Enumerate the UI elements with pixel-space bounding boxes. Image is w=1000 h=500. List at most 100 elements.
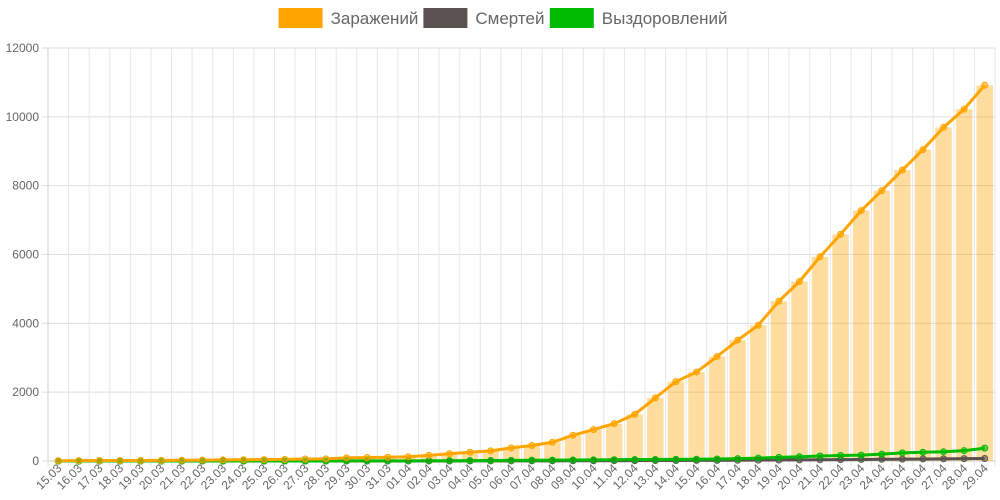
data-point-series-2[interactable]: [651, 455, 659, 463]
data-point-series-0[interactable]: [590, 426, 598, 434]
data-point-series-2[interactable]: [734, 455, 742, 463]
data-point-series-2[interactable]: [548, 456, 556, 464]
data-point-series-0[interactable]: [940, 123, 948, 131]
data-point-series-0[interactable]: [960, 105, 968, 113]
data-point-series-2[interactable]: [590, 456, 598, 464]
data-point-series-0[interactable]: [260, 456, 268, 464]
data-point-series-0[interactable]: [487, 447, 495, 455]
y-axis: 0 2000 4000 6000 8000 10000 12000: [6, 41, 49, 468]
data-point-series-2[interactable]: [857, 451, 865, 459]
data-point-series-2[interactable]: [919, 448, 927, 456]
bar-infections: [667, 381, 685, 461]
data-point-series-0[interactable]: [466, 448, 474, 456]
data-point-series-2[interactable]: [775, 453, 783, 461]
data-point-series-1[interactable]: [919, 455, 927, 463]
data-point-series-2[interactable]: [816, 452, 824, 460]
legend-item[interactable]: Выздоровлений: [549, 8, 728, 28]
data-point-series-0[interactable]: [219, 456, 227, 464]
data-point-series-0[interactable]: [981, 81, 989, 89]
data-point-series-0[interactable]: [54, 457, 62, 465]
data-point-series-0[interactable]: [198, 456, 206, 464]
y-tick-label: 12000: [6, 41, 40, 55]
data-point-series-0[interactable]: [569, 431, 577, 439]
series-points[interactable]: [54, 81, 989, 465]
legend[interactable]: Заражений Смертей Выздоровлений: [278, 8, 728, 28]
data-point-series-1[interactable]: [981, 454, 989, 462]
data-point-series-0[interactable]: [75, 457, 83, 465]
data-point-series-0[interactable]: [445, 450, 453, 458]
data-point-series-0[interactable]: [837, 230, 845, 238]
data-point-series-0[interactable]: [754, 321, 762, 329]
legend-item[interactable]: Заражений: [278, 8, 419, 28]
data-point-series-0[interactable]: [631, 410, 639, 418]
data-point-series-0[interactable]: [281, 455, 289, 463]
data-point-series-0[interactable]: [343, 454, 351, 462]
data-point-series-2[interactable]: [795, 453, 803, 461]
data-point-series-0[interactable]: [651, 394, 659, 402]
data-point-series-1[interactable]: [898, 455, 906, 463]
bar-infections: [873, 190, 891, 461]
data-point-series-0[interactable]: [734, 336, 742, 344]
data-point-series-0[interactable]: [672, 378, 680, 386]
data-point-series-0[interactable]: [878, 187, 886, 195]
y-tick-label: 6000: [12, 248, 39, 262]
data-point-series-2[interactable]: [466, 457, 474, 465]
legend-swatch: [278, 8, 323, 28]
data-point-series-0[interactable]: [137, 456, 145, 464]
y-tick-label: 10000: [6, 110, 40, 124]
bar-infections: [976, 85, 993, 461]
data-point-series-0[interactable]: [322, 455, 330, 463]
data-point-series-2[interactable]: [487, 457, 495, 465]
data-point-series-0[interactable]: [775, 297, 783, 305]
data-point-series-0[interactable]: [528, 442, 536, 450]
bar-infections: [791, 281, 808, 461]
data-point-series-1[interactable]: [960, 455, 968, 463]
data-point-series-0[interactable]: [713, 353, 721, 361]
data-point-series-0[interactable]: [240, 456, 248, 464]
data-point-series-2[interactable]: [692, 455, 700, 463]
data-point-series-0[interactable]: [404, 453, 412, 461]
data-point-series-0[interactable]: [548, 438, 556, 446]
bar-infections: [832, 234, 849, 461]
data-point-series-0[interactable]: [95, 457, 103, 465]
data-point-series-2[interactable]: [940, 448, 948, 456]
data-point-series-2[interactable]: [672, 455, 680, 463]
data-point-series-0[interactable]: [301, 455, 309, 463]
bar-infections: [482, 450, 499, 461]
data-point-series-0[interactable]: [816, 253, 824, 261]
data-point-series-0[interactable]: [919, 146, 927, 154]
legend-item[interactable]: Смертей: [423, 8, 544, 28]
data-point-series-2[interactable]: [528, 456, 536, 464]
grid: [42, 47, 996, 466]
bar-infections: [688, 372, 705, 461]
bar-infections: [811, 256, 829, 461]
data-point-series-2[interactable]: [713, 455, 721, 463]
data-point-series-2[interactable]: [569, 456, 577, 464]
data-point-series-2[interactable]: [507, 456, 515, 464]
bar-infections: [585, 429, 602, 461]
data-point-series-2[interactable]: [754, 454, 762, 462]
data-point-series-2[interactable]: [837, 451, 845, 459]
data-point-series-0[interactable]: [795, 277, 803, 285]
data-point-series-1[interactable]: [940, 455, 948, 463]
data-point-series-0[interactable]: [384, 453, 392, 461]
data-point-series-0[interactable]: [507, 444, 515, 452]
data-point-series-2[interactable]: [960, 447, 968, 455]
data-point-series-0[interactable]: [363, 454, 371, 462]
data-point-series-2[interactable]: [445, 457, 453, 465]
data-point-series-0[interactable]: [157, 456, 165, 464]
data-point-series-2[interactable]: [631, 456, 639, 464]
data-point-series-0[interactable]: [425, 451, 433, 459]
data-point-series-0[interactable]: [610, 420, 618, 428]
data-point-series-0[interactable]: [857, 207, 865, 215]
data-point-series-0[interactable]: [116, 456, 124, 464]
data-point-series-0[interactable]: [692, 368, 700, 376]
data-point-series-2[interactable]: [610, 456, 618, 464]
data-point-series-2[interactable]: [981, 444, 989, 452]
y-tick-label: 2000: [12, 385, 39, 399]
data-point-series-0[interactable]: [898, 166, 906, 174]
data-point-series-0[interactable]: [178, 456, 186, 464]
data-point-series-2[interactable]: [878, 450, 886, 458]
data-point-series-2[interactable]: [898, 449, 906, 457]
